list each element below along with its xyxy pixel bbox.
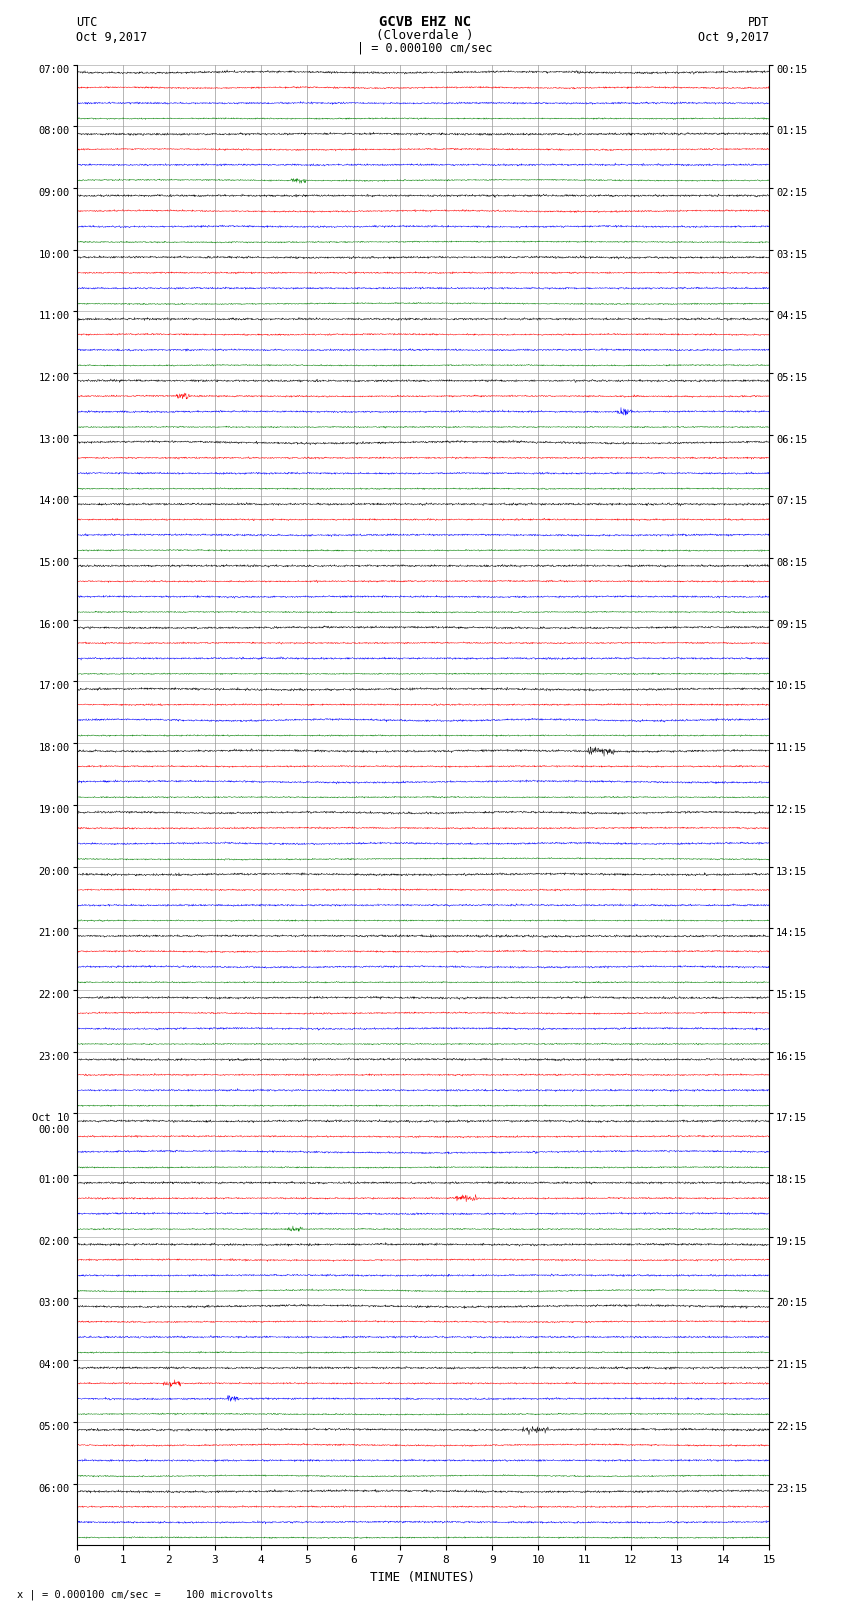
Text: UTC: UTC (76, 16, 98, 29)
Text: Oct 9,2017: Oct 9,2017 (698, 31, 769, 44)
Text: | = 0.000100 cm/sec: | = 0.000100 cm/sec (357, 42, 493, 55)
Text: Oct 9,2017: Oct 9,2017 (76, 31, 148, 44)
Text: (Cloverdale ): (Cloverdale ) (377, 29, 473, 42)
X-axis label: TIME (MINUTES): TIME (MINUTES) (371, 1571, 475, 1584)
Text: GCVB EHZ NC: GCVB EHZ NC (379, 15, 471, 29)
Text: PDT: PDT (748, 16, 769, 29)
Text: x | = 0.000100 cm/sec =    100 microvolts: x | = 0.000100 cm/sec = 100 microvolts (17, 1589, 273, 1600)
